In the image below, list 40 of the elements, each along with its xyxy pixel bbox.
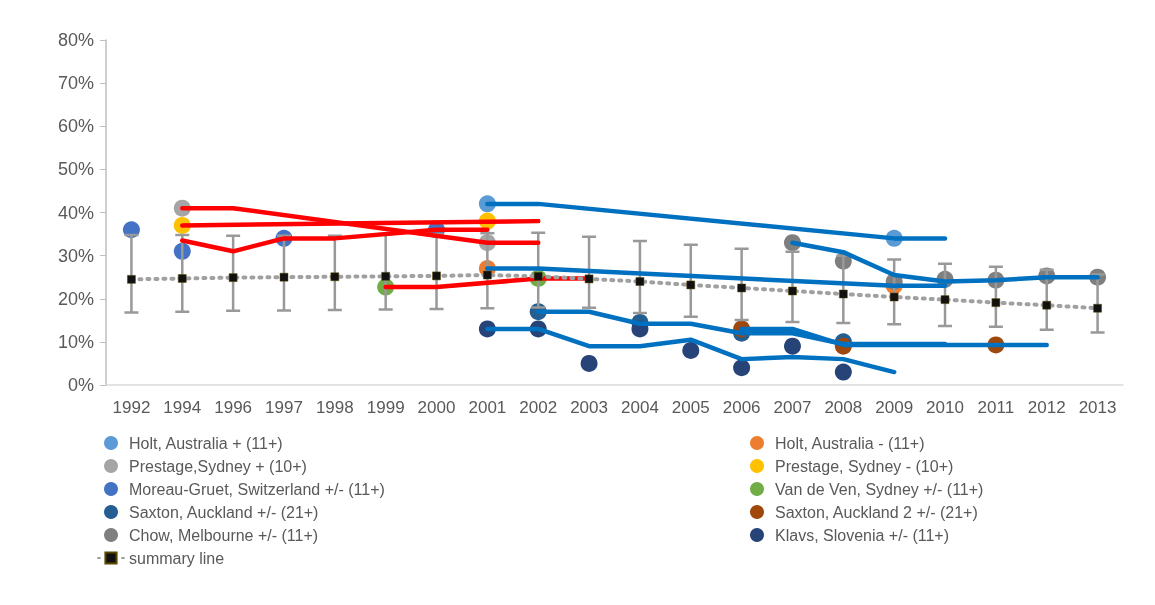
legend-label: Klavs, Slovenia +/- (11+): [775, 526, 950, 544]
legend-label: Holt, Australia - (11+): [775, 434, 925, 452]
x-tick-label: 1999: [366, 398, 405, 417]
x-tick-label: 2009: [875, 398, 914, 417]
legend-label: Saxton, Auckland +/- (21+): [129, 503, 319, 521]
x-tick-label: 1998: [315, 398, 354, 417]
y-tick-label: 30%: [57, 245, 94, 266]
x-tick-label: 2006: [722, 398, 761, 417]
x-tick-label: 2013: [1078, 398, 1117, 417]
legend-label: Chow, Melbourne +/- (11+): [129, 526, 319, 544]
x-tick-label: 2000: [417, 398, 456, 417]
y-tick-label: 10%: [57, 331, 94, 352]
x-tick-label: 2012: [1027, 398, 1066, 417]
legend-label: Saxton, Auckland 2 +/- (21+): [775, 503, 978, 521]
x-tick-label: 1994: [163, 398, 202, 417]
y-tick-label: 50%: [57, 159, 94, 180]
legend-label: Prestage,Sydney + (10+): [129, 457, 307, 475]
x-tick-label: 2011: [977, 398, 1015, 417]
x-tick-label: 2008: [824, 398, 863, 417]
y-tick-label: 70%: [57, 73, 94, 94]
x-tick-label: 1996: [214, 398, 253, 417]
x-tick-label: 2003: [570, 398, 608, 417]
x-tick-label: 2001: [468, 398, 507, 417]
y-tick-label: 40%: [57, 202, 94, 223]
x-tick-label: 2005: [671, 398, 710, 417]
y-tick-label: 60%: [57, 116, 94, 137]
legend-label: Prestage, Sydney - (10+): [775, 457, 954, 475]
legend-label: Holt, Australia + (11+): [129, 434, 283, 452]
x-tick-label: 2007: [773, 398, 812, 417]
y-tick-label: 80%: [57, 30, 94, 50]
x-tick-label: 2002: [519, 398, 558, 417]
x-tick-label: 2004: [621, 398, 659, 417]
legend-label: Moreau-Gruet, Switzerland +/- (11+): [129, 480, 385, 498]
x-tick-label: 2010: [926, 398, 964, 417]
legend-label: summary line: [129, 549, 225, 567]
x-tick-label: 1992: [112, 398, 151, 417]
legend-label: Van de Ven, Sydney +/- (11+): [775, 480, 984, 498]
x-tick-label: 1997: [265, 398, 303, 417]
y-tick-label: 20%: [57, 288, 94, 309]
y-tick-label: 0%: [67, 375, 94, 395]
